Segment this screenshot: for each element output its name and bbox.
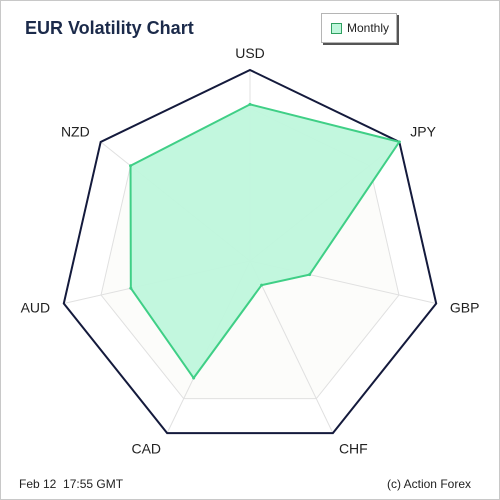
axis-label-nzd: NZD (61, 123, 90, 139)
credit: (c) Action Forex (386, 477, 471, 491)
axis-label-usd: USD (235, 45, 265, 61)
axis-label-aud: AUD (21, 299, 51, 315)
legend-label-monthly: Monthly (347, 21, 390, 35)
axis-label-chf: CHF (339, 440, 368, 456)
timestamp: Feb 12 17:55 GMT (19, 477, 124, 491)
legend-swatch-monthly (331, 22, 342, 34)
axis-label-cad: CAD (131, 440, 161, 456)
axis-label-gbp: GBP (450, 299, 480, 315)
data-point-jpy (397, 140, 401, 144)
data-point-cad (192, 376, 196, 380)
chart-title: EUR Volatility Chart (25, 18, 194, 38)
spoke-chf (249, 260, 334, 434)
data-point-aud (129, 286, 133, 290)
data-point-usd (248, 102, 252, 106)
legend[interactable]: Monthly (321, 13, 397, 43)
data-point-chf (260, 283, 264, 287)
outer-ring (62, 68, 438, 435)
data-point-gbp (308, 273, 312, 277)
axis-label-jpy: JPY (410, 123, 436, 139)
data-point-nzd (129, 164, 133, 168)
series-area-monthly (129, 103, 401, 380)
